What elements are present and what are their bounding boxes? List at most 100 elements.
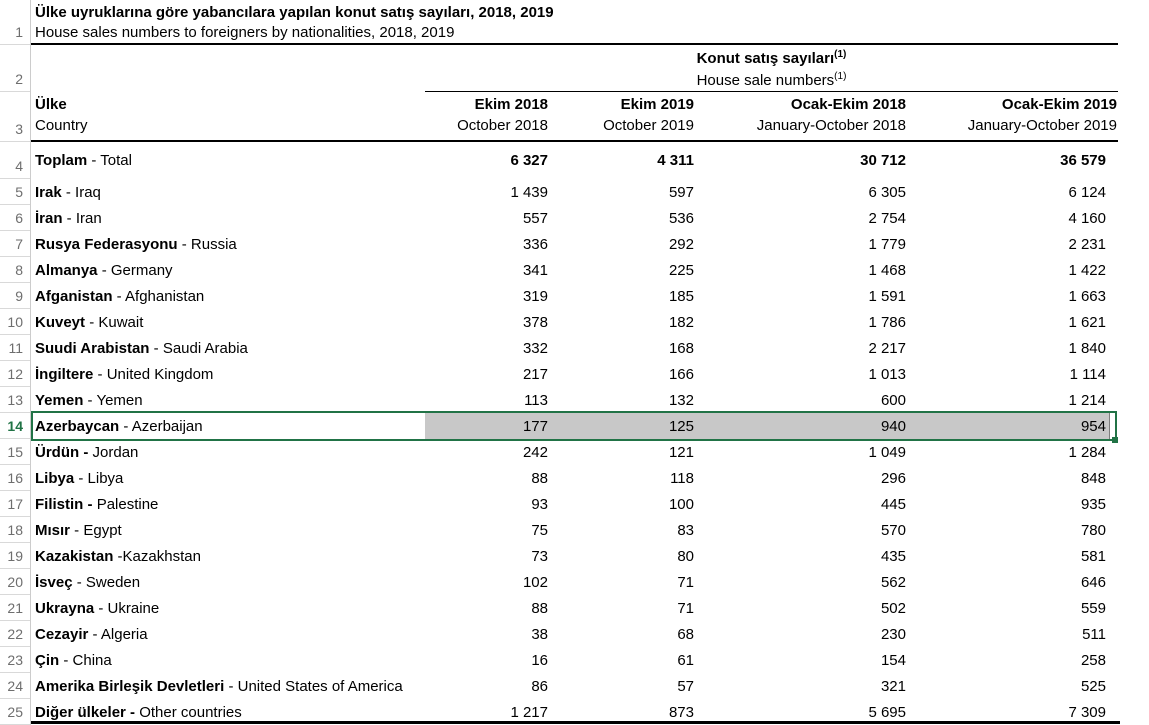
country-cell[interactable]: Ukrayna - Ukraine xyxy=(31,600,425,617)
value-cell-jan-oct-2018[interactable]: 1 049 xyxy=(868,443,906,461)
row-number[interactable]: 1 xyxy=(0,0,30,45)
value-cell-jan-oct-2019[interactable]: 2 231 xyxy=(1068,235,1106,253)
country-cell[interactable]: İngiltere - United Kingdom xyxy=(31,366,425,383)
value-cell-jan-oct-2018[interactable]: 296 xyxy=(880,469,906,487)
table-row[interactable]: İran - Iran 557 536 2 754 4 160 xyxy=(31,205,1118,231)
value-cell-oct-2018[interactable]: 217 xyxy=(522,365,548,383)
value-cell-oct-2018[interactable]: 1 439 xyxy=(510,183,548,201)
value-cell-oct-2018[interactable]: 336 xyxy=(522,235,548,253)
country-cell[interactable]: Afganistan - Afghanistan xyxy=(31,288,425,305)
value-cell-oct-2019[interactable]: 873 xyxy=(668,703,694,721)
value-cell-jan-oct-2019[interactable]: 36 579 xyxy=(1060,152,1106,169)
value-cell-jan-oct-2018[interactable]: 600 xyxy=(880,391,906,409)
column-header-oct-2018[interactable]: Ekim 2018 October 2018 xyxy=(457,96,548,134)
value-cell-jan-oct-2018[interactable]: 230 xyxy=(880,625,906,643)
value-cell-jan-oct-2019[interactable]: 935 xyxy=(1080,495,1106,513)
table-row[interactable]: Kuveyt - Kuwait 378 182 1 786 1 621 xyxy=(31,309,1118,335)
table-row[interactable]: Rusya Federasyonu - Russia 336 292 1 779… xyxy=(31,231,1118,257)
value-cell-jan-oct-2019[interactable]: 258 xyxy=(1080,651,1106,669)
value-cell-jan-oct-2019[interactable]: 525 xyxy=(1080,677,1106,695)
value-cell-oct-2018[interactable]: 75 xyxy=(531,521,548,539)
value-cell-jan-oct-2019[interactable]: 7 309 xyxy=(1068,703,1106,721)
table-row[interactable]: İngiltere - United Kingdom 217 166 1 013… xyxy=(31,361,1118,387)
value-cell-jan-oct-2019[interactable]: 4 160 xyxy=(1068,209,1106,227)
table-row[interactable]: Çin - China 16 61 154 258 xyxy=(31,647,1118,673)
value-cell-oct-2019[interactable]: 597 xyxy=(668,183,694,201)
row-number[interactable]: 12 xyxy=(0,361,30,387)
value-cell-oct-2018[interactable]: 16 xyxy=(531,651,548,669)
value-cell-oct-2018[interactable]: 86 xyxy=(531,677,548,695)
value-cell-jan-oct-2018[interactable]: 1 468 xyxy=(868,261,906,279)
country-cell[interactable]: İsveç - Sweden xyxy=(31,574,425,591)
row-number[interactable]: 17 xyxy=(0,491,30,517)
value-cell-jan-oct-2019[interactable]: 1 840 xyxy=(1068,339,1106,357)
value-cell-jan-oct-2019[interactable]: 954 xyxy=(1080,417,1106,435)
table-row[interactable]: Filistin - Palestine 93 100 445 935 xyxy=(31,491,1118,517)
country-cell[interactable]: Kuveyt - Kuwait xyxy=(31,314,425,331)
value-cell-oct-2018[interactable]: 102 xyxy=(522,573,548,591)
table-row[interactable]: Amerika Birleşik Devletleri - United Sta… xyxy=(31,673,1118,699)
row-number[interactable]: 4 xyxy=(0,142,30,179)
value-cell-oct-2019[interactable]: 71 xyxy=(677,599,694,617)
value-cell-jan-oct-2018[interactable]: 2 217 xyxy=(868,339,906,357)
row-number[interactable]: 2 xyxy=(0,45,30,92)
country-cell[interactable]: Almanya - Germany xyxy=(31,262,425,279)
value-cell-jan-oct-2019[interactable]: 1 284 xyxy=(1068,443,1106,461)
value-cell-jan-oct-2018[interactable]: 435 xyxy=(880,547,906,565)
value-cell-jan-oct-2019[interactable]: 559 xyxy=(1080,599,1106,617)
value-cell-oct-2019[interactable]: 125 xyxy=(668,417,694,435)
value-cell-oct-2019[interactable]: 118 xyxy=(670,469,694,487)
value-cell-oct-2018[interactable]: 113 xyxy=(524,391,548,409)
value-cell-oct-2019[interactable]: 225 xyxy=(668,261,694,279)
row-number[interactable]: 11 xyxy=(0,335,30,361)
row-number[interactable]: 24 xyxy=(0,673,30,699)
value-cell-oct-2019[interactable]: 536 xyxy=(668,209,694,227)
value-cell-jan-oct-2018[interactable]: 154 xyxy=(880,651,906,669)
row-number[interactable]: 25 xyxy=(0,699,30,725)
row-number[interactable]: 7 xyxy=(0,231,30,257)
row-number[interactable]: 15 xyxy=(0,439,30,465)
fill-handle[interactable] xyxy=(1111,436,1119,444)
table-row[interactable]: İsveç - Sweden 102 71 562 646 xyxy=(31,569,1118,595)
country-cell[interactable]: Suudi Arabistan - Saudi Arabia xyxy=(31,340,425,357)
row-number[interactable]: 22 xyxy=(0,621,30,647)
value-cell-oct-2018[interactable]: 332 xyxy=(522,339,548,357)
value-cell-oct-2019[interactable]: 121 xyxy=(668,443,694,461)
table-row[interactable]: Ürdün - Jordan 242 121 1 049 1 284 xyxy=(31,439,1118,465)
value-cell-jan-oct-2018[interactable]: 1 786 xyxy=(868,313,906,331)
column-header-jan-oct-2019[interactable]: Ocak-Ekim 2019 January-October 2019 xyxy=(967,96,1117,134)
value-cell-jan-oct-2018[interactable]: 502 xyxy=(880,599,906,617)
value-cell-jan-oct-2018[interactable]: 445 xyxy=(880,495,906,513)
value-cell-jan-oct-2018[interactable]: 5 695 xyxy=(868,703,906,721)
country-cell[interactable]: Kazakistan -Kazakhstan xyxy=(31,548,425,565)
row-number[interactable]: 23 xyxy=(0,647,30,673)
value-cell-jan-oct-2019[interactable]: 1 422 xyxy=(1068,261,1106,279)
country-cell[interactable]: Rusya Federasyonu - Russia xyxy=(31,236,425,253)
country-cell[interactable]: Çin - China xyxy=(31,652,425,669)
value-cell-oct-2018[interactable]: 88 xyxy=(531,599,548,617)
table-row[interactable]: Mısır - Egypt 75 83 570 780 xyxy=(31,517,1118,543)
table-row[interactable]: Toplam - Total 6 327 4 311 30 712 36 579 xyxy=(31,142,1118,179)
table-row[interactable]: Kazakistan -Kazakhstan 73 80 435 581 xyxy=(31,543,1118,569)
value-cell-oct-2019[interactable]: 80 xyxy=(677,547,694,565)
country-cell[interactable]: Diğer ülkeler - Other countries xyxy=(31,704,425,721)
value-cell-jan-oct-2018[interactable]: 30 712 xyxy=(860,152,906,169)
country-cell[interactable]: Libya - Libya xyxy=(31,470,425,487)
value-cell-jan-oct-2018[interactable]: 562 xyxy=(880,573,906,591)
table-row[interactable]: Azerbaycan - Azerbaijan 177 125 940 954 xyxy=(31,411,1119,444)
value-cell-jan-oct-2019[interactable]: 1 621 xyxy=(1068,313,1106,331)
column-header-jan-oct-2018[interactable]: Ocak-Ekim 2018 January-October 2018 xyxy=(756,96,906,134)
title-cell[interactable]: Ülke uyruklarına göre yabancılara yapıla… xyxy=(31,0,1118,45)
value-cell-oct-2019[interactable]: 185 xyxy=(668,287,694,305)
row-number[interactable]: 20 xyxy=(0,569,30,595)
row-number[interactable]: 3 xyxy=(0,92,30,142)
table-row[interactable]: Libya - Libya 88 118 296 848 xyxy=(31,465,1118,491)
row-number[interactable]: 19 xyxy=(0,543,30,569)
value-cell-oct-2019[interactable]: 100 xyxy=(668,495,694,513)
value-cell-oct-2018[interactable]: 1 217 xyxy=(510,703,548,721)
row-number[interactable]: 8 xyxy=(0,257,30,283)
value-cell-jan-oct-2019[interactable]: 780 xyxy=(1080,521,1106,539)
row-number[interactable]: 9 xyxy=(0,283,30,309)
value-cell-oct-2018[interactable]: 319 xyxy=(522,287,548,305)
country-cell[interactable]: Filistin - Palestine xyxy=(31,496,425,513)
